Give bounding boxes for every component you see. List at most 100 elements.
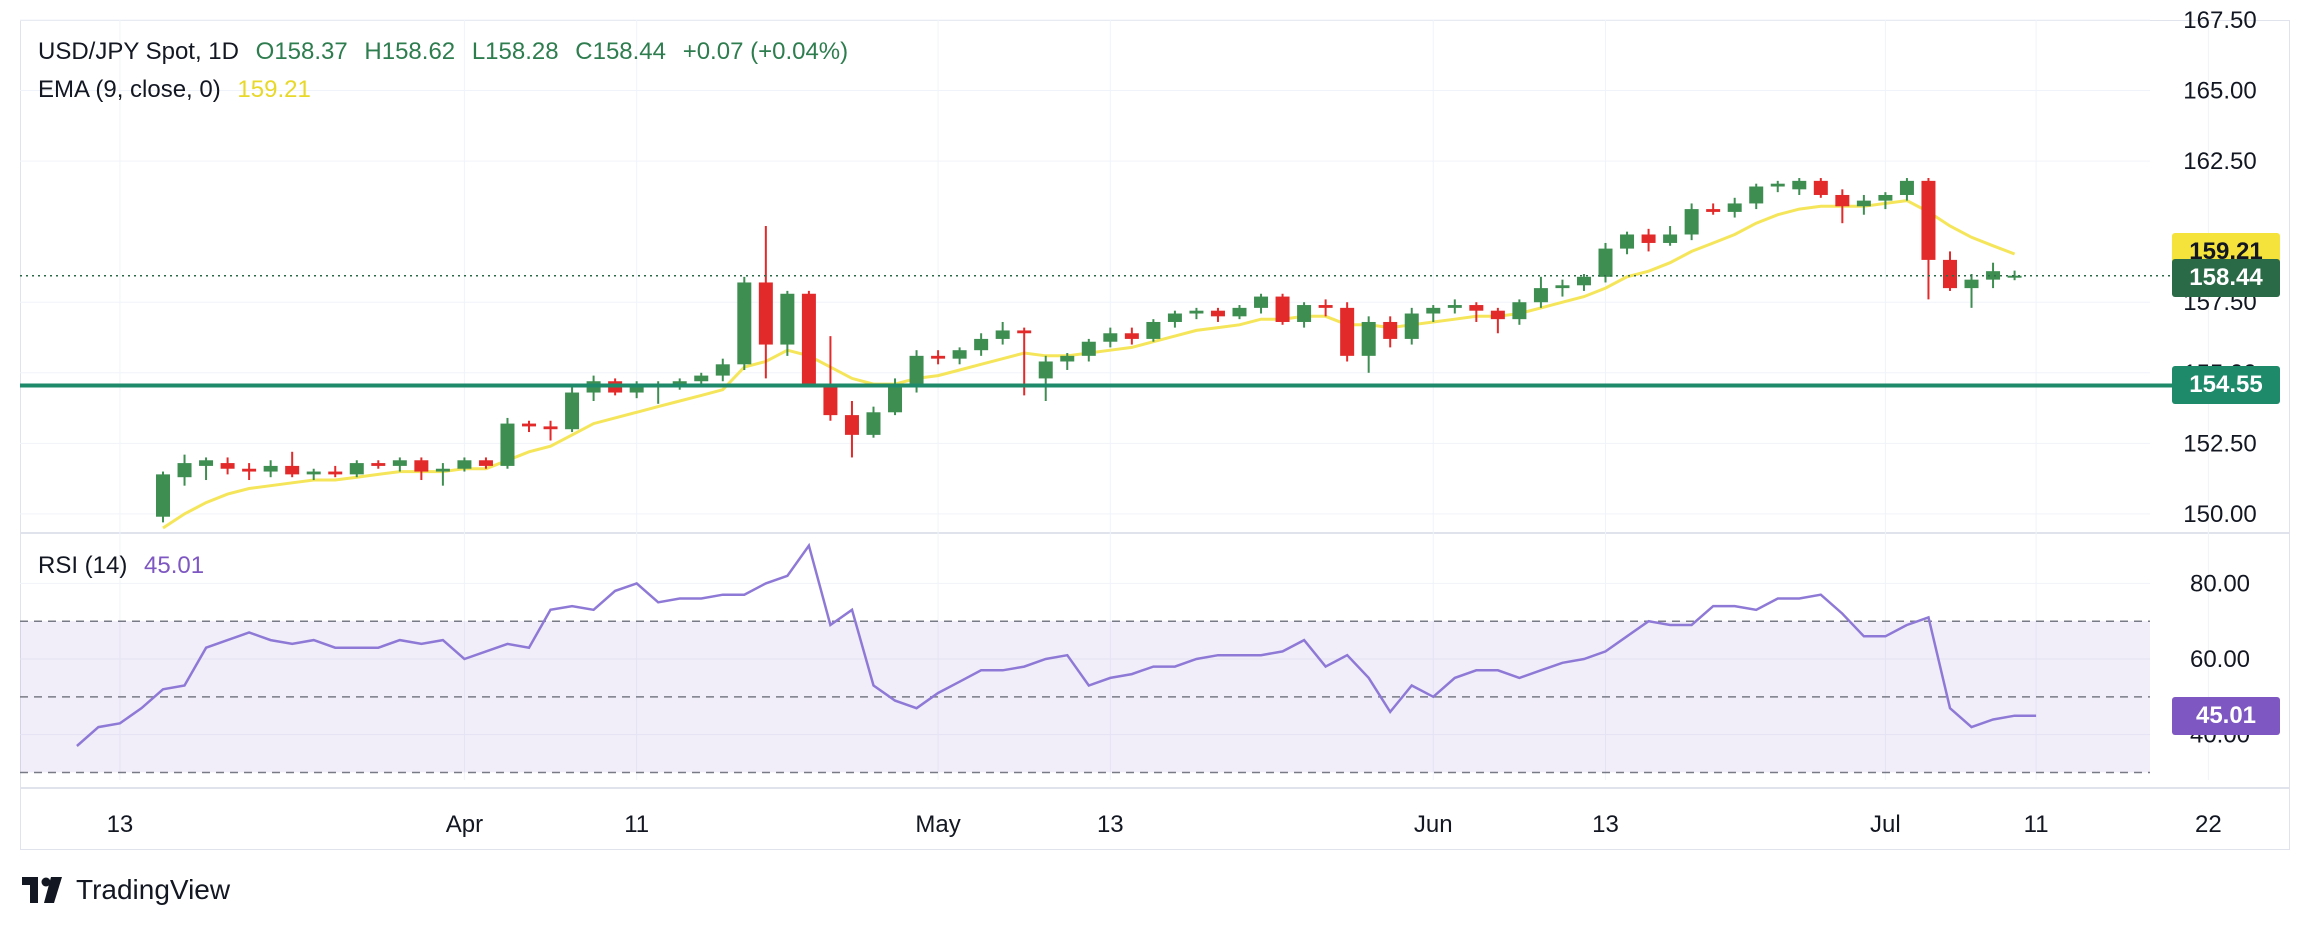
candle (1167, 310, 1182, 328)
candle (1792, 178, 1807, 195)
candle (1469, 302, 1484, 322)
candle (1921, 178, 1936, 300)
candle-body (1340, 307, 1355, 356)
candle (2007, 270, 2022, 281)
candle-body (220, 463, 235, 469)
candle-body (1964, 279, 1979, 289)
candle (1749, 183, 1764, 210)
candle-body (672, 381, 687, 385)
candle (780, 290, 795, 356)
candle (1404, 307, 1419, 345)
candle (1490, 307, 1505, 334)
price-tick-label: 165.00 (2183, 78, 2256, 105)
ema-layer (162, 199, 2016, 530)
candle-body (414, 460, 429, 472)
tradingview-logo: TradingView (22, 874, 230, 906)
candle (1447, 299, 1462, 314)
candle-layer (156, 178, 2022, 523)
candle-body (1555, 285, 1570, 289)
candle (1641, 228, 1656, 252)
candle (199, 457, 214, 481)
axis-layer: 167.50165.00162.50157.50155.00152.50150.… (107, 7, 2257, 838)
candle-body (1447, 305, 1462, 308)
candle (285, 451, 300, 478)
candle (242, 463, 257, 481)
candle-body (242, 468, 257, 472)
candle (1146, 319, 1161, 342)
rsi-value-tag: 45.01 (2172, 696, 2280, 735)
candle (1964, 274, 1979, 308)
candle-body (328, 471, 343, 475)
candle (306, 468, 321, 481)
candle-body (1017, 330, 1032, 334)
change-value: +0.07 (+0.04%) (682, 38, 849, 65)
candle-body (1598, 248, 1613, 277)
candle (801, 290, 816, 385)
price-tick-label: 152.50 (2183, 430, 2256, 457)
candle (1598, 242, 1613, 283)
candle-body (522, 423, 537, 427)
candle-body (737, 282, 752, 365)
candle-body (1361, 321, 1376, 356)
candle-body (715, 364, 730, 376)
time-tick-label: Jul (1870, 811, 1901, 838)
tradingview-logo-icon (22, 877, 62, 903)
candle (1512, 299, 1527, 325)
candle-body (1469, 305, 1484, 311)
candle (1533, 276, 1548, 308)
candle-body (1146, 321, 1161, 339)
candle (866, 406, 881, 438)
ema-legend: EMA (9, close, 0) 159.21 (38, 76, 321, 104)
candle (1706, 203, 1721, 215)
candle-body (1641, 234, 1656, 243)
candle-body (758, 282, 773, 345)
candle (1318, 299, 1333, 317)
candle-body (780, 293, 795, 345)
candle-body (349, 463, 364, 475)
close-value: C158.44 (575, 38, 667, 65)
symbol-title: USD/JPY Spot, 1D (38, 38, 239, 65)
candle-body (1254, 296, 1269, 308)
ema-legend-label: EMA (9, close, 0) (38, 76, 221, 103)
candle-body (1706, 209, 1721, 212)
candle (1254, 293, 1269, 314)
candle-body (1210, 310, 1225, 317)
rsi-layer (76, 542, 2037, 747)
time-tick-label: 13 (1097, 811, 1124, 838)
candle-body (801, 293, 816, 385)
candle (1081, 338, 1096, 362)
price-tick-label: 167.50 (2183, 7, 2256, 34)
candle (435, 463, 450, 486)
candle (715, 358, 730, 382)
rsi-legend-value: 45.01 (144, 552, 205, 579)
candle (1275, 293, 1290, 325)
candle (1189, 307, 1204, 320)
candle-body (199, 460, 214, 466)
candle-body (1576, 276, 1591, 286)
candle (952, 347, 967, 365)
candle-body (371, 463, 386, 466)
candle (1124, 327, 1139, 345)
candle-body (1297, 305, 1312, 322)
candle-body (1813, 180, 1828, 195)
candle-body (1921, 180, 1936, 260)
candle-body (1512, 302, 1527, 320)
candle (995, 321, 1010, 345)
ema-legend-value: 159.21 (237, 76, 311, 103)
candle-body (823, 384, 838, 416)
candle-body (1835, 194, 1850, 207)
candle-body (1899, 180, 1914, 195)
candle-body (565, 392, 580, 430)
candle (1555, 279, 1570, 297)
candle (478, 457, 493, 469)
candle (1361, 316, 1376, 373)
candle-body (629, 386, 644, 393)
open-value: O158.37 (255, 38, 348, 65)
candle (758, 226, 773, 379)
candle (349, 460, 364, 478)
candle-body (931, 355, 946, 359)
candle-body (844, 415, 859, 435)
candle (392, 457, 407, 472)
candle-body (866, 412, 881, 435)
